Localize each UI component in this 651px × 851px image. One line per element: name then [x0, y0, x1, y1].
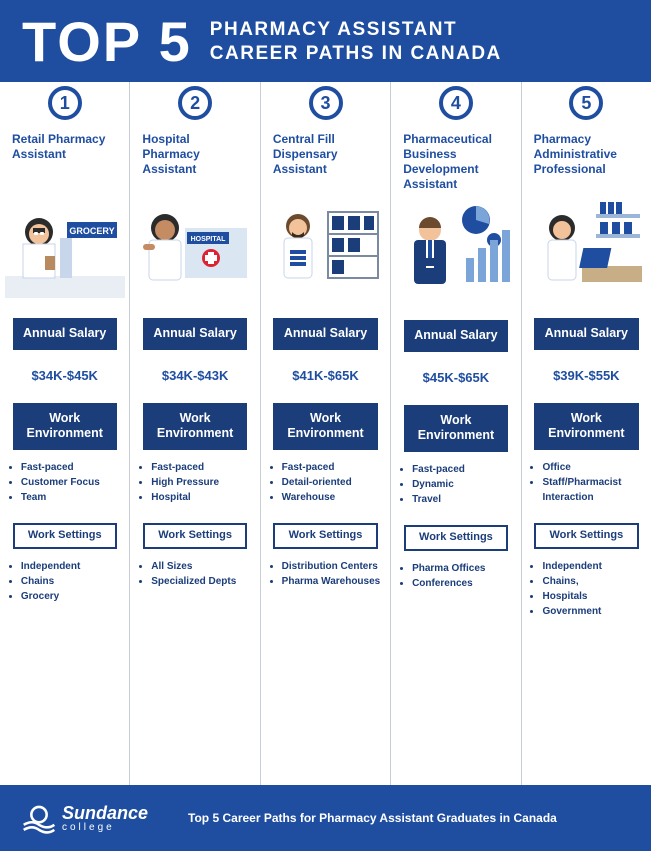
list-item: Independent [542, 559, 642, 574]
env-chip-1: Work Environment [13, 403, 117, 450]
salary-chip-3: Annual Salary [273, 318, 377, 350]
badge-5: 5 [569, 86, 603, 120]
settings-chip-1: Work Settings [13, 523, 117, 549]
career-title-4: Pharmaceutical Business Development Assi… [395, 120, 516, 200]
settings-list-4: Pharma OfficesConferences [400, 561, 512, 591]
salary-val-2: $34K-$43K [162, 368, 229, 383]
list-item: Hospitals [542, 589, 642, 604]
list-item: Chains, [542, 574, 642, 589]
career-title-5: Pharmacy Administrative Professional [526, 120, 647, 198]
subtitle: PHARMACY ASSISTANT CAREER PATHS IN CANAD… [210, 18, 502, 66]
career-col-5: 5 Pharmacy Administrative Professional [521, 82, 651, 785]
career-title-2: Hospital Pharmacy Assistant [134, 120, 255, 198]
page: TOP 5 PHARMACY ASSISTANT CAREER PATHS IN… [0, 0, 651, 851]
salary-chip-1: Annual Salary [13, 318, 117, 350]
list-item: Fast-paced [282, 460, 382, 475]
illus-warehouse [265, 198, 386, 298]
list-item: Office [542, 460, 642, 475]
list-item: Grocery [21, 589, 121, 604]
badge-2: 2 [178, 86, 212, 120]
env-chip-3: Work Environment [273, 403, 377, 450]
illus-hospital: HOSPITAL [134, 198, 255, 298]
career-title-1: Retail Pharmacy Assistant [4, 120, 125, 198]
badge-3: 3 [309, 86, 343, 120]
list-item: Pharma Offices [412, 561, 512, 576]
columns: 1 Retail Pharmacy Assistant GROCERY [0, 82, 651, 785]
footer: Sundance college Top 5 Career Paths for … [0, 785, 651, 851]
salary-chip-4: Annual Salary [404, 320, 508, 352]
career-col-2: 2 Hospital Pharmacy Assistant HOSPITAL A… [129, 82, 259, 785]
salary-val-1: $34K-$45K [31, 368, 98, 383]
settings-list-2: All SizesSpecialized Depts [139, 559, 251, 589]
list-item: Specialized Depts [151, 574, 251, 589]
list-item: Customer Focus [21, 475, 121, 490]
list-item: Staff/Pharmacist Interaction [542, 475, 642, 505]
brand-text: Sundance college [62, 803, 148, 833]
list-item: Hospital [151, 490, 251, 505]
subtitle-line2: CAREER PATHS IN CANADA [210, 42, 502, 66]
salary-val-4: $45K-$65K [423, 370, 490, 385]
salary-val-5: $39K-$55K [553, 368, 620, 383]
subtitle-line1: PHARMACY ASSISTANT [210, 18, 502, 42]
top5-label: TOP 5 [22, 14, 192, 70]
settings-chip-4: Work Settings [404, 525, 508, 551]
brand-logo: Sundance college [22, 801, 148, 835]
svg-text:GROCERY: GROCERY [69, 226, 114, 236]
env-list-1: Fast-pacedCustomer FocusTeam [9, 460, 121, 505]
env-list-2: Fast-pacedHigh PressureHospital [139, 460, 251, 505]
settings-list-1: IndependentChainsGrocery [9, 559, 121, 604]
list-item: Independent [21, 559, 121, 574]
list-item: Fast-paced [151, 460, 251, 475]
illus-retail: GROCERY [4, 198, 125, 298]
career-col-4: 4 Pharmaceutical Business Development As… [390, 82, 520, 785]
illus-business [395, 200, 516, 300]
settings-chip-3: Work Settings [273, 523, 377, 549]
list-item: Travel [412, 492, 512, 507]
list-item: Government [542, 604, 642, 619]
settings-list-3: Distribution CentersPharma Warehouses [270, 559, 382, 589]
list-item: Dynamic [412, 477, 512, 492]
illus-admin [526, 198, 647, 298]
list-item: Fast-paced [412, 462, 512, 477]
list-item: Warehouse [282, 490, 382, 505]
env-list-4: Fast-pacedDynamicTravel [400, 462, 512, 507]
career-col-1: 1 Retail Pharmacy Assistant GROCERY [0, 82, 129, 785]
list-item: Fast-paced [21, 460, 121, 475]
salary-val-3: $41K-$65K [292, 368, 359, 383]
career-col-3: 3 Central Fill Dispensary Assistant [260, 82, 390, 785]
badge-1: 1 [48, 86, 82, 120]
settings-list-5: IndependentChains,HospitalsGovernment [530, 559, 642, 619]
settings-chip-2: Work Settings [143, 523, 247, 549]
env-chip-4: Work Environment [404, 405, 508, 452]
list-item: Pharma Warehouses [282, 574, 382, 589]
footer-tagline: Top 5 Career Paths for Pharmacy Assistan… [188, 811, 557, 825]
env-chip-2: Work Environment [143, 403, 247, 450]
list-item: Detail-oriented [282, 475, 382, 490]
brand-name: Sundance [62, 803, 148, 823]
list-item: Conferences [412, 576, 512, 591]
svg-text:HOSPITAL: HOSPITAL [191, 236, 227, 243]
career-title-3: Central Fill Dispensary Assistant [265, 120, 386, 198]
sun-icon [22, 801, 56, 835]
brand-sub: college [62, 822, 148, 833]
list-item: Team [21, 490, 121, 505]
settings-chip-5: Work Settings [534, 523, 638, 549]
list-item: All Sizes [151, 559, 251, 574]
salary-chip-2: Annual Salary [143, 318, 247, 350]
env-chip-5: Work Environment [534, 403, 638, 450]
list-item: Distribution Centers [282, 559, 382, 574]
badge-4: 4 [439, 86, 473, 120]
list-item: High Pressure [151, 475, 251, 490]
list-item: Chains [21, 574, 121, 589]
env-list-3: Fast-pacedDetail-orientedWarehouse [270, 460, 382, 505]
salary-chip-5: Annual Salary [534, 318, 638, 350]
env-list-5: OfficeStaff/Pharmacist Interaction [530, 460, 642, 505]
